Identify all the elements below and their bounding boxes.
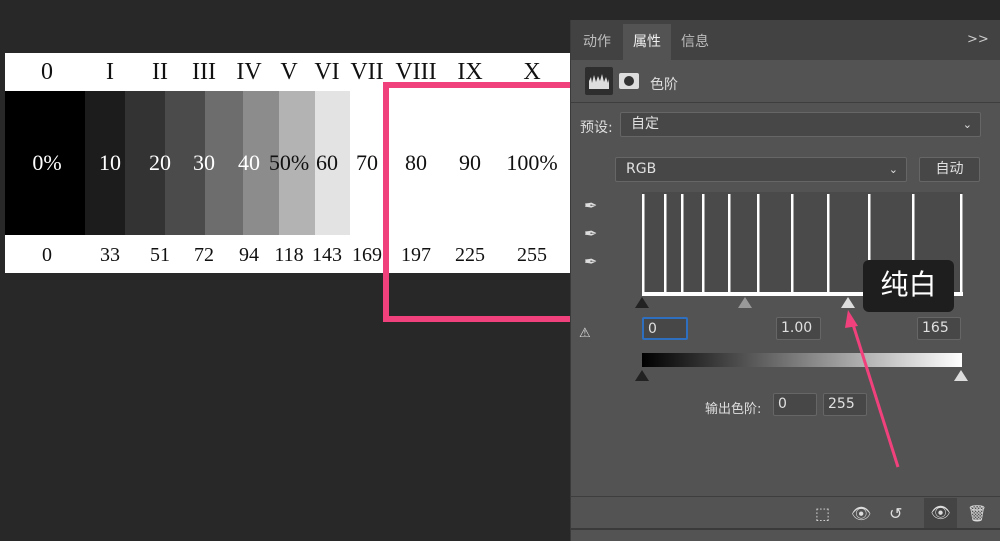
roman-label: IX — [457, 59, 483, 85]
roman-label: X — [523, 59, 541, 85]
preset-select[interactable]: 自定 ⌄ — [620, 112, 981, 137]
properties-panel: 动作 属性 信息 >> 色阶 预设: 自定 ⌄ RGB ⌄ 自动 ✒ ✒ ✒ ⚠ 0… — [570, 20, 1000, 541]
tab-properties[interactable]: 属性 — [623, 24, 671, 60]
gray-band — [315, 91, 350, 235]
collapse-button[interactable]: >> — [967, 32, 989, 47]
preset-value: 自定 — [631, 116, 659, 132]
eyedropper-black-icon[interactable]: ✒ — [584, 196, 598, 215]
pct-label: 80 — [405, 150, 427, 175]
roman-label: 0 — [41, 59, 53, 85]
gray-band — [85, 91, 125, 235]
val-label: 72 — [194, 244, 214, 266]
reset-icon[interactable]: ↺ — [889, 504, 903, 523]
output-white-field[interactable]: 255 — [823, 393, 867, 416]
auto-button[interactable]: 自动 — [919, 157, 980, 182]
histogram-spike — [664, 194, 667, 296]
histogram-spike — [757, 194, 760, 296]
output-black-field[interactable]: 0 — [773, 393, 817, 416]
preset-label: 预设: — [580, 120, 613, 136]
roman-label: III — [192, 59, 216, 85]
pct-label: 70 — [356, 150, 378, 175]
input-gamma-field[interactable]: 1.00 — [776, 317, 821, 340]
delete-icon[interactable]: 🗑 — [967, 504, 988, 523]
histogram-spike — [702, 194, 705, 296]
grayscale-chart: 0 0% 0 I 10 33 II 20 51 III 30 72 IV 40 94 V 50% 118 VI 60 1… — [5, 53, 575, 273]
divider — [571, 496, 1000, 497]
pct-label: 20 — [149, 150, 171, 175]
output-white-slider[interactable] — [954, 370, 968, 381]
val-label: 169 — [352, 244, 382, 266]
levels-icon[interactable] — [585, 67, 613, 95]
input-white-field[interactable]: 165 — [917, 317, 961, 340]
val-label: 255 — [517, 244, 547, 266]
val-label: 225 — [455, 244, 485, 266]
val-label: 0 — [42, 244, 52, 266]
tab-bar: 动作 属性 信息 >> — [571, 20, 1000, 60]
divider — [571, 528, 1000, 530]
tab-info[interactable]: 信息 — [681, 34, 709, 50]
gray-band — [165, 91, 205, 235]
val-label: 118 — [274, 244, 304, 266]
chevron-down-icon: ⌄ — [888, 163, 898, 176]
gray-band — [205, 91, 243, 235]
gray-band — [279, 91, 315, 235]
gray-band — [5, 91, 85, 235]
histogram-spike — [960, 194, 963, 296]
mask-icon[interactable] — [619, 73, 639, 89]
tab-actions[interactable]: 动作 — [583, 34, 611, 50]
roman-label: II — [152, 59, 168, 85]
pct-label: 100% — [506, 150, 558, 175]
histogram-spike — [728, 194, 731, 296]
pct-label: 90 — [459, 150, 481, 175]
eyedropper-gray-icon[interactable]: ✒ — [584, 224, 598, 243]
pct-label: 30 — [193, 150, 215, 175]
input-black-slider[interactable] — [635, 297, 649, 308]
histogram-spike — [791, 194, 794, 296]
input-gamma-slider[interactable] — [738, 297, 752, 308]
pct-label: 60 — [316, 150, 338, 175]
val-label: 197 — [401, 244, 431, 266]
histogram-spike — [681, 194, 684, 296]
val-label: 51 — [150, 244, 170, 266]
view-previous-icon[interactable]: 👁 — [851, 504, 872, 523]
output-levels-label: 输出色阶: — [705, 402, 762, 417]
histogram-spike — [868, 194, 871, 296]
gray-band — [125, 91, 165, 235]
roman-label: IV — [236, 59, 262, 85]
pct-label: 40 — [238, 150, 260, 175]
clip-to-layer-icon[interactable]: ⬚ — [815, 504, 831, 523]
roman-label: I — [106, 59, 114, 85]
channel-value: RGB — [626, 161, 657, 177]
roman-label: VI — [314, 59, 340, 85]
visibility-icon[interactable]: 👁 — [924, 498, 957, 528]
eyedropper-white-icon[interactable]: ✒ — [584, 252, 598, 271]
val-label: 143 — [312, 244, 342, 266]
histogram-spike — [827, 194, 830, 296]
output-gradient — [642, 353, 962, 367]
pct-label: 0% — [32, 150, 62, 175]
histogram-spike — [642, 194, 645, 296]
val-label: 94 — [239, 244, 259, 266]
tooltip: 纯白 — [863, 260, 954, 312]
val-label: 33 — [100, 244, 120, 266]
roman-label: VIII — [395, 59, 437, 85]
roman-label: V — [280, 59, 298, 85]
gray-band — [243, 91, 279, 235]
pct-label: 10 — [99, 150, 121, 175]
channel-select[interactable]: RGB ⌄ — [615, 157, 907, 182]
adjustment-title: 色阶 — [650, 77, 678, 93]
divider — [571, 102, 1000, 103]
histogram-spike — [912, 194, 915, 296]
pct-label: 50% — [268, 150, 310, 175]
roman-label: VII — [350, 59, 384, 85]
input-black-field[interactable]: 0 — [642, 317, 688, 340]
chevron-down-icon: ⌄ — [962, 118, 972, 131]
clipping-warning-icon[interactable]: ⚠ — [579, 326, 591, 341]
output-black-slider[interactable] — [635, 370, 649, 381]
input-white-slider[interactable] — [841, 297, 855, 308]
